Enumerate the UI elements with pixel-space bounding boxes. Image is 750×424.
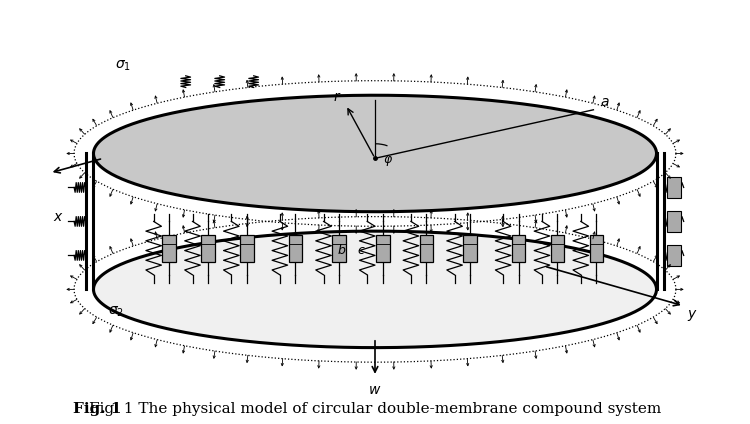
Bar — [240, 234, 254, 262]
Bar — [512, 234, 526, 262]
Bar — [464, 234, 477, 262]
Bar — [590, 234, 603, 262]
Text: y: y — [687, 307, 695, 321]
Text: $\sigma_2$: $\sigma_2$ — [108, 304, 124, 319]
Bar — [201, 234, 214, 262]
Text: c: c — [357, 244, 364, 257]
Bar — [376, 234, 389, 262]
Text: r: r — [333, 90, 339, 104]
Text: Fig. 1 The physical model of circular double-membrane compound system: Fig. 1 The physical model of circular do… — [88, 402, 662, 416]
Bar — [289, 234, 302, 262]
Text: x: x — [53, 209, 62, 223]
Bar — [332, 234, 346, 262]
Bar — [668, 245, 681, 266]
Text: Fig. 1: Fig. 1 — [74, 402, 122, 416]
Text: $\varphi$: $\varphi$ — [382, 154, 393, 168]
Text: w: w — [369, 383, 381, 397]
Text: a: a — [601, 95, 609, 109]
Polygon shape — [94, 231, 656, 348]
Bar — [668, 211, 681, 232]
Bar — [163, 234, 176, 262]
Bar — [550, 234, 564, 262]
Polygon shape — [94, 95, 656, 212]
Bar — [420, 234, 434, 262]
Text: $\sigma_1$: $\sigma_1$ — [115, 59, 130, 73]
Bar — [668, 177, 681, 198]
Text: b: b — [337, 244, 345, 257]
